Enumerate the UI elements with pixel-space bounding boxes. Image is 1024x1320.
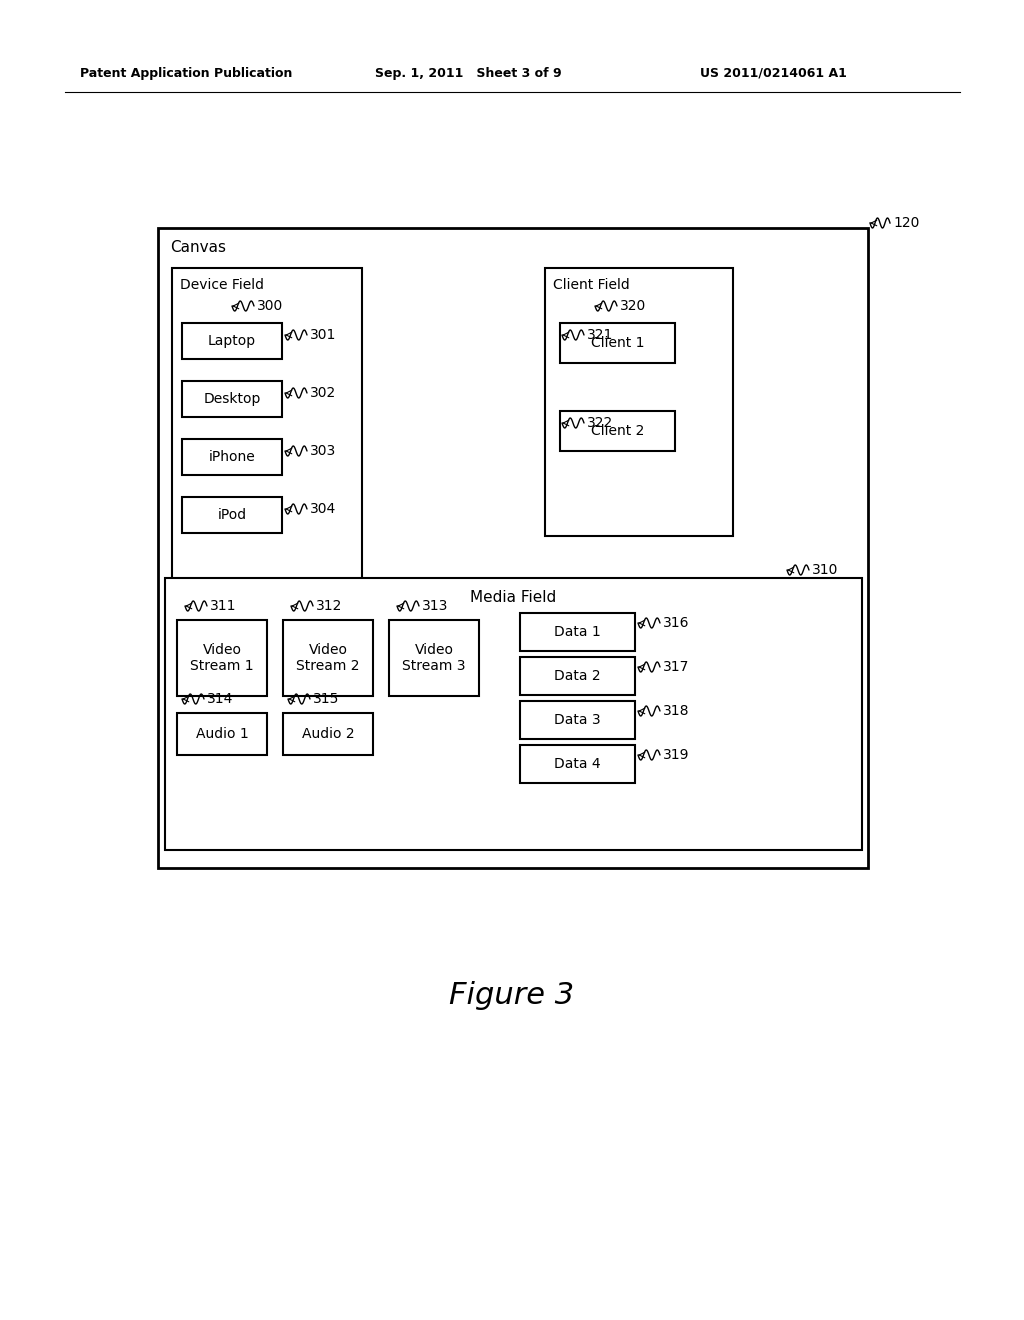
- Text: 303: 303: [310, 444, 336, 458]
- Text: Device Field: Device Field: [180, 279, 264, 292]
- Text: Sep. 1, 2011   Sheet 3 of 9: Sep. 1, 2011 Sheet 3 of 9: [375, 66, 561, 79]
- Bar: [177, 620, 267, 696]
- Bar: [177, 713, 267, 755]
- Bar: [182, 440, 282, 475]
- Bar: [158, 228, 868, 869]
- Bar: [520, 701, 635, 739]
- Text: 304: 304: [310, 502, 336, 516]
- Text: Data 3: Data 3: [554, 713, 601, 727]
- Text: Video
Stream 3: Video Stream 3: [402, 643, 466, 673]
- Bar: [545, 268, 733, 536]
- Text: Video
Stream 2: Video Stream 2: [296, 643, 359, 673]
- Text: 315: 315: [313, 692, 339, 706]
- Text: 321: 321: [587, 327, 613, 342]
- Text: 320: 320: [620, 300, 646, 313]
- Bar: [560, 411, 675, 451]
- Bar: [283, 713, 373, 755]
- Text: 311: 311: [210, 599, 237, 612]
- Text: 120: 120: [893, 216, 920, 230]
- Bar: [165, 578, 862, 850]
- Text: 322: 322: [587, 416, 613, 430]
- Text: Canvas: Canvas: [170, 240, 226, 256]
- Bar: [520, 657, 635, 696]
- Text: Laptop: Laptop: [208, 334, 256, 348]
- Text: 310: 310: [812, 564, 839, 577]
- Text: iPhone: iPhone: [209, 450, 255, 465]
- Text: iPod: iPod: [217, 508, 247, 521]
- Bar: [520, 612, 635, 651]
- Text: Video
Stream 1: Video Stream 1: [190, 643, 254, 673]
- Text: Figure 3: Figure 3: [450, 981, 574, 1010]
- Text: 300: 300: [257, 300, 284, 313]
- Bar: [389, 620, 479, 696]
- Text: Audio 1: Audio 1: [196, 727, 249, 741]
- Bar: [182, 323, 282, 359]
- Text: 317: 317: [663, 660, 689, 675]
- Text: Audio 2: Audio 2: [302, 727, 354, 741]
- Text: US 2011/0214061 A1: US 2011/0214061 A1: [700, 66, 847, 79]
- Text: Media Field: Media Field: [470, 590, 557, 606]
- Text: Desktop: Desktop: [204, 392, 261, 407]
- Text: 301: 301: [310, 327, 336, 342]
- Bar: [172, 268, 362, 603]
- Bar: [560, 323, 675, 363]
- Bar: [182, 381, 282, 417]
- Text: Client 1: Client 1: [591, 337, 644, 350]
- Text: Patent Application Publication: Patent Application Publication: [80, 66, 293, 79]
- Bar: [520, 744, 635, 783]
- Text: 316: 316: [663, 616, 689, 630]
- Text: Client Field: Client Field: [553, 279, 630, 292]
- Text: 312: 312: [316, 599, 342, 612]
- Bar: [283, 620, 373, 696]
- Text: Data 1: Data 1: [554, 624, 601, 639]
- Text: 319: 319: [663, 748, 689, 762]
- Text: Data 2: Data 2: [554, 669, 601, 682]
- Text: 314: 314: [207, 692, 233, 706]
- Text: Data 4: Data 4: [554, 756, 601, 771]
- Bar: [182, 498, 282, 533]
- Text: 318: 318: [663, 704, 689, 718]
- Text: 313: 313: [422, 599, 449, 612]
- Text: Client 2: Client 2: [591, 424, 644, 438]
- Text: 302: 302: [310, 385, 336, 400]
